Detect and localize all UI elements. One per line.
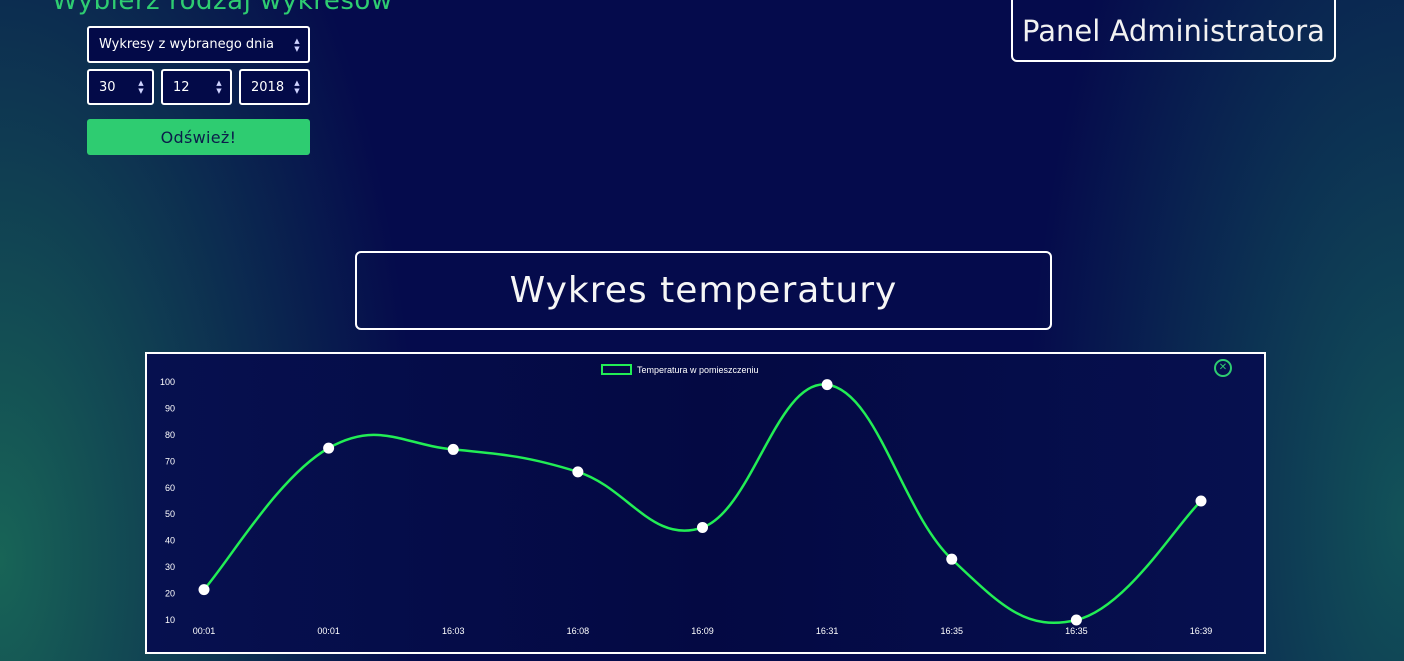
- y-tick-label: 40: [165, 536, 175, 546]
- temperature-line-chart: 10 20 30 40 50 60 70 80 90 100 00:01 00:01 16:03 16:0…: [160, 377, 1213, 636]
- data-point: [198, 584, 210, 596]
- y-tick-label: 60: [165, 483, 175, 493]
- chart-container: 10 20 30 40 50 60 70 80 90 100 00:01 00:01 16:03 16:0…: [145, 352, 1266, 654]
- y-tick-label: 30: [165, 562, 175, 572]
- chart-legend[interactable]: Temperatura w pomieszczeniu: [601, 364, 759, 375]
- month-value: 12: [173, 79, 190, 95]
- data-point: [697, 521, 708, 533]
- y-tick-label: 50: [165, 509, 175, 519]
- y-tick-label: 80: [165, 430, 175, 440]
- data-point: [447, 443, 459, 455]
- day-value: 30: [99, 79, 116, 95]
- x-tick-label: 16:08: [567, 626, 590, 636]
- close-icon[interactable]: ✕: [1214, 359, 1232, 377]
- data-point: [572, 466, 584, 478]
- data-point: [1070, 614, 1082, 626]
- data-point: [946, 553, 958, 565]
- select-arrows-icon: ▲ ▼: [294, 79, 300, 95]
- series-line-temperatura: [203, 383, 1202, 625]
- day-select[interactable]: 30 ▲ ▼: [87, 69, 154, 105]
- y-tick-label: 70: [165, 456, 175, 466]
- data-point: [821, 379, 833, 391]
- chart-type-value: Wykresy z wybranego dnia: [99, 37, 274, 52]
- chart-type-heading: Wybierz rodzaj wykresów: [52, 0, 393, 16]
- y-tick-label: 90: [165, 403, 175, 413]
- select-arrows-icon: ▲ ▼: [216, 79, 222, 95]
- legend-swatch: [601, 364, 632, 375]
- year-select[interactable]: 2018 ▲ ▼: [239, 69, 310, 105]
- chart-title: Wykres temperatury: [355, 251, 1052, 330]
- y-tick-label: 10: [165, 615, 175, 625]
- x-tick-label: 16:35: [940, 626, 963, 636]
- legend-label: Temperatura w pomieszczeniu: [637, 364, 759, 375]
- y-tick-label: 100: [160, 377, 175, 387]
- x-tick-label: 16:35: [1065, 626, 1088, 636]
- x-tick-label: 16:03: [442, 626, 465, 636]
- x-tick-label: 16:31: [816, 626, 839, 636]
- chart-type-select[interactable]: Wykresy z wybranego dnia ▲ ▼: [87, 26, 310, 63]
- x-tick-label: 16:09: [691, 626, 714, 636]
- data-point: [1195, 495, 1207, 507]
- x-tick-label: 16:39: [1190, 626, 1213, 636]
- admin-panel-button[interactable]: Panel Administratora: [1011, 0, 1336, 62]
- x-tick-label: 00:01: [317, 626, 340, 636]
- y-tick-label: 20: [165, 589, 175, 599]
- year-value: 2018: [251, 79, 285, 95]
- month-select[interactable]: 12 ▲ ▼: [161, 69, 232, 105]
- refresh-button[interactable]: Odśwież!: [87, 119, 310, 155]
- x-tick-label: 00:01: [193, 626, 216, 636]
- select-arrows-icon: ▲ ▼: [138, 79, 144, 95]
- data-point: [323, 442, 335, 454]
- select-arrows-icon: ▲ ▼: [294, 36, 300, 53]
